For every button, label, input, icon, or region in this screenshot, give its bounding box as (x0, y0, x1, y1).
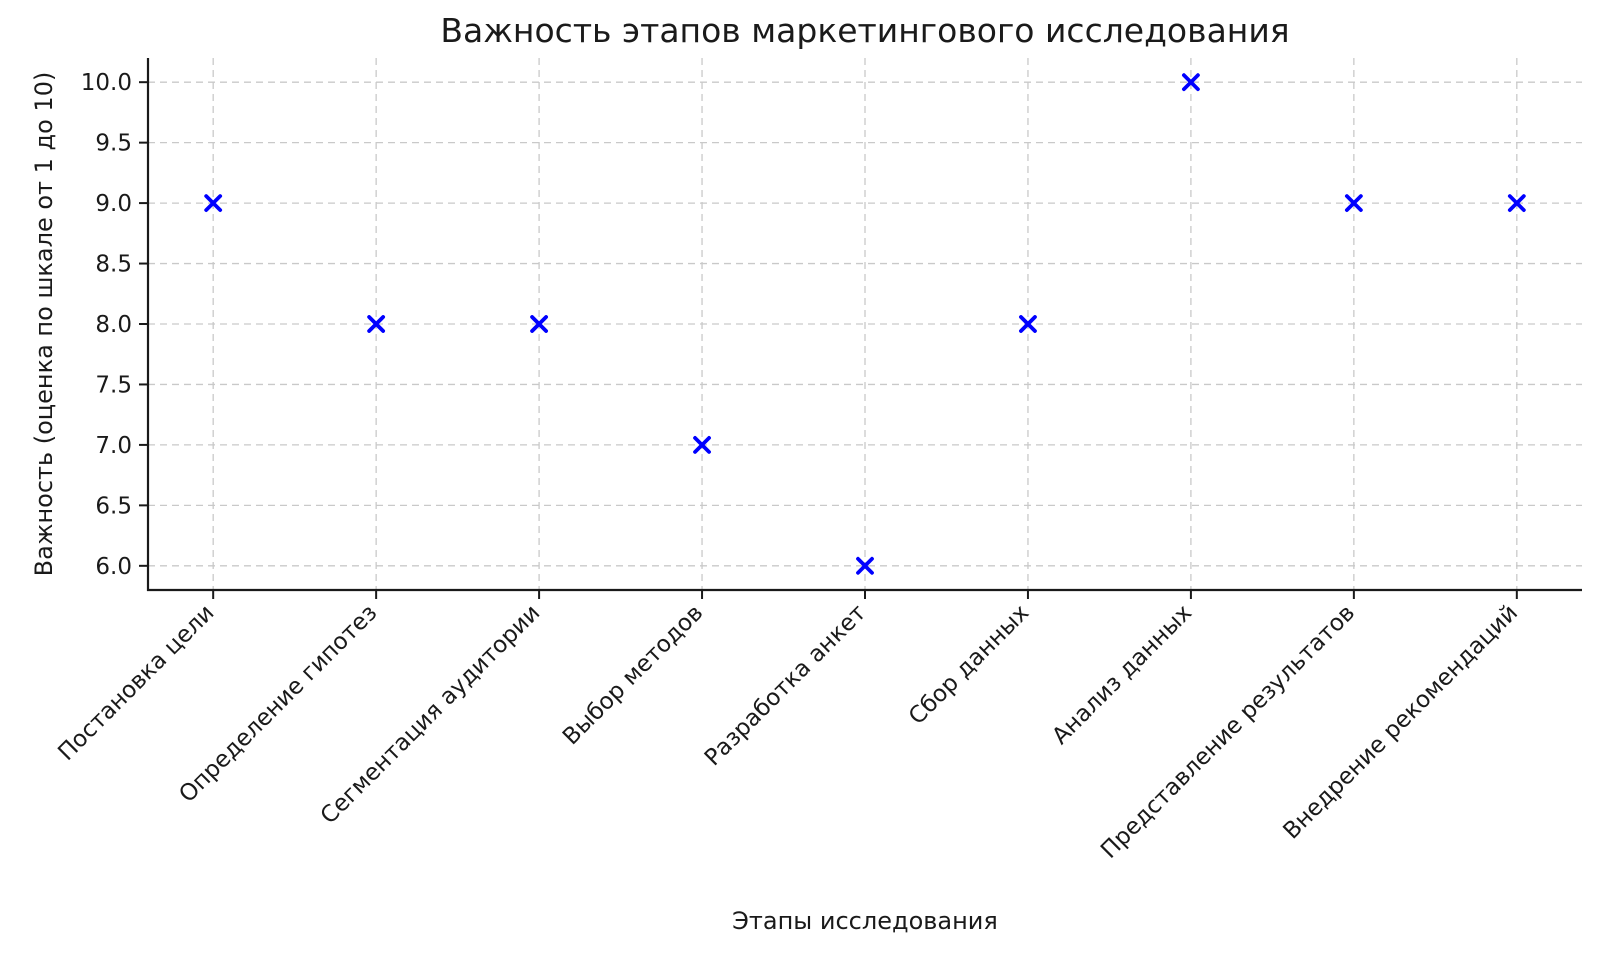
x-tick-label: Представление результатов (1096, 600, 1360, 864)
y-tick-label: 6.0 (95, 554, 132, 580)
data-point-marker (1507, 194, 1526, 212)
x-tick-label: Анализ данных (1047, 600, 1197, 750)
data-point-marker (856, 556, 874, 575)
data-point-marker (530, 315, 548, 333)
y-tick-label: 8.0 (95, 312, 132, 338)
data-point-marker (1019, 315, 1037, 333)
data-point-marker (1182, 73, 1200, 92)
y-tick-label: 7.5 (95, 372, 132, 398)
y-tick-label: 6.5 (95, 493, 132, 519)
y-tick-label: 9.0 (95, 191, 132, 217)
x-tick-label: Выбор методов (558, 600, 708, 750)
x-tick-label: Сбор данных (904, 600, 1034, 730)
data-point-marker (204, 194, 223, 212)
data-point-marker (1344, 194, 1363, 212)
y-tick-label: 8.5 (95, 252, 132, 278)
y-tick-label: 7.0 (95, 433, 132, 459)
x-tick-label: Разработка анкет (700, 600, 871, 771)
y-tick-label: 10.0 (81, 70, 132, 96)
chart-title: Важность этапов маркетингового исследова… (440, 11, 1290, 50)
y-tick-label: 9.5 (95, 131, 132, 157)
data-point-marker (367, 315, 386, 333)
x-axis-label: Этапы исследования (732, 907, 998, 935)
x-tick-label: Постановка цели (53, 600, 219, 766)
data-point-marker (693, 436, 711, 454)
